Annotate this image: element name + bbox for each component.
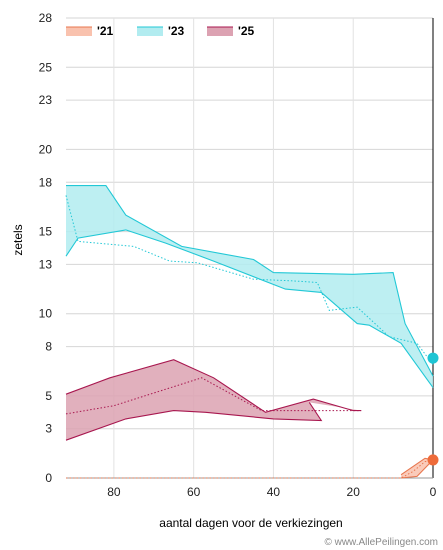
- y-tick-label: 28: [39, 11, 53, 25]
- x-tick-label: 60: [187, 485, 201, 499]
- series-trend-line: [66, 459, 434, 479]
- series-latest-marker: [427, 352, 439, 364]
- series-lines: [65, 185, 434, 479]
- series-band: [66, 185, 433, 388]
- y-axis-title: zetels: [11, 224, 25, 255]
- y-tick-label: 18: [39, 175, 53, 189]
- series-lower-line: [65, 229, 434, 388]
- x-tick-label: 20: [347, 485, 361, 499]
- legend-swatch: [137, 27, 163, 36]
- y-tick-label: 15: [39, 225, 53, 239]
- x-axis-title: aantal dagen voor de verkiezingen: [159, 516, 342, 530]
- y-tick-label: 0: [45, 471, 52, 485]
- y-tick-label: 13: [39, 257, 53, 271]
- x-tick-label: 80: [107, 485, 121, 499]
- y-tick-label: 10: [39, 307, 53, 321]
- series-bands: [66, 185, 433, 478]
- y-tick-label: 3: [45, 422, 52, 436]
- series-lower-line: [401, 459, 434, 479]
- series-upper-line: [65, 359, 362, 413]
- series-markers: [427, 352, 439, 466]
- legend: '21 '23 '25: [66, 24, 255, 38]
- credit-text: © www.AllePeilingen.com: [324, 537, 438, 548]
- legend-swatch: [66, 27, 92, 36]
- y-tick-label: 23: [39, 93, 53, 107]
- y-tick-label: 5: [45, 389, 52, 403]
- series-lower-line: [65, 402, 323, 441]
- legend-swatch: [207, 27, 233, 36]
- series-upper-line: [66, 185, 434, 377]
- x-tick-label: 40: [267, 485, 281, 499]
- legend-label: '25: [238, 24, 255, 38]
- y-tick-label: 25: [39, 60, 53, 74]
- series-latest-marker: [427, 454, 439, 466]
- y-tick-label: 8: [45, 340, 52, 354]
- legend-label: '23: [168, 24, 185, 38]
- x-tick-label: 0: [430, 485, 437, 499]
- legend-label: '21: [97, 24, 114, 38]
- series-trend-line: [65, 377, 362, 415]
- axis-ticks: 0 3 5 8 10 13 15 18 20 23 25 28 80 60 40 20 0: [39, 11, 437, 499]
- y-tick-label: 20: [39, 142, 53, 156]
- series-band: [66, 359, 362, 441]
